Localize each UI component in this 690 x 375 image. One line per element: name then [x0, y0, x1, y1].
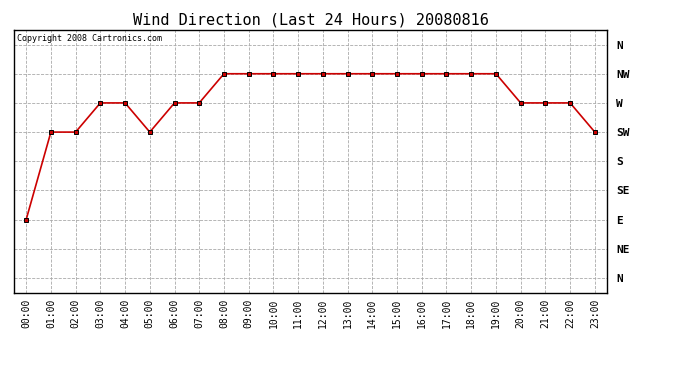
Text: Copyright 2008 Cartronics.com: Copyright 2008 Cartronics.com — [17, 34, 161, 43]
Title: Wind Direction (Last 24 Hours) 20080816: Wind Direction (Last 24 Hours) 20080816 — [132, 12, 489, 27]
